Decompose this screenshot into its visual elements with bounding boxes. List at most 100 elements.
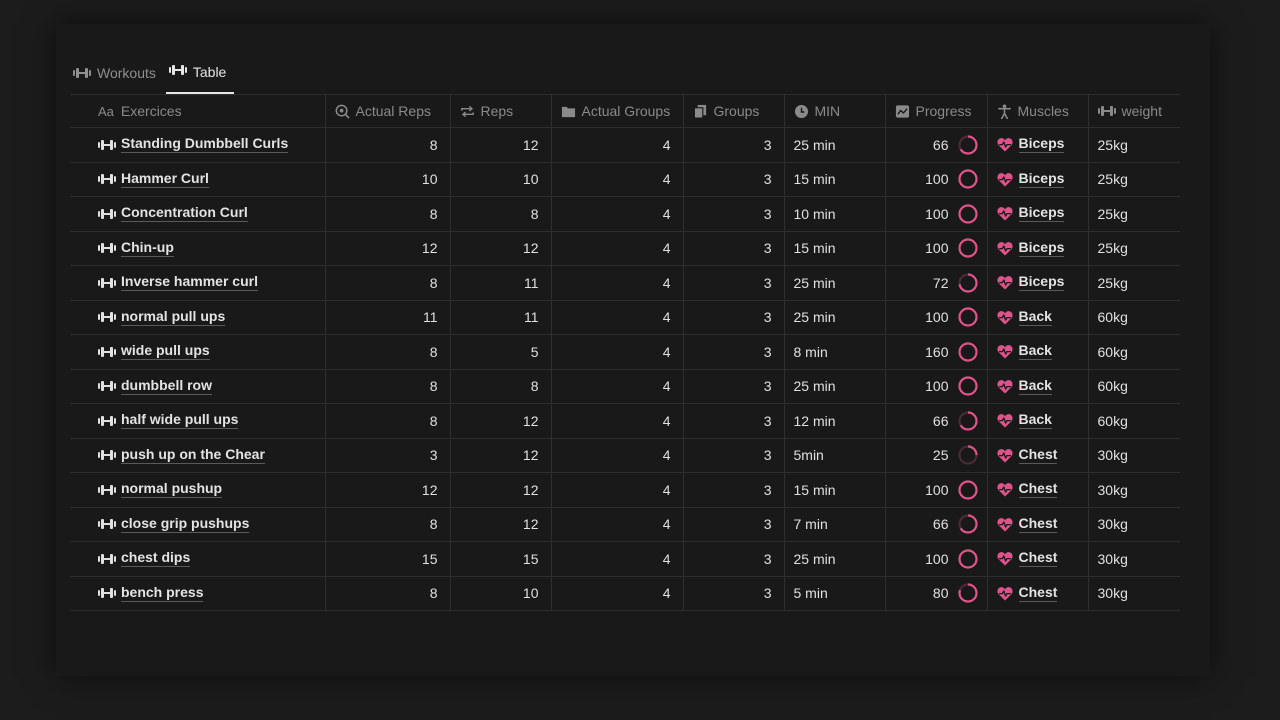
- exercise-name-cell[interactable]: bench press: [70, 576, 326, 611]
- tab-workouts[interactable]: Workouts: [70, 60, 164, 86]
- reps-cell[interactable]: 12: [450, 507, 552, 542]
- progress-cell[interactable]: 160: [885, 334, 988, 369]
- actual-reps-cell[interactable]: 12: [325, 231, 451, 266]
- muscles-cell[interactable]: Biceps: [987, 196, 1089, 231]
- column-header-exercices[interactable]: Aa Exercices: [70, 94, 326, 128]
- muscles-cell[interactable]: Biceps: [987, 231, 1089, 266]
- column-header-reps[interactable]: Reps: [450, 94, 552, 128]
- muscles-cell[interactable]: Chest: [987, 438, 1089, 473]
- progress-cell[interactable]: 80: [885, 576, 988, 611]
- table-row[interactable]: chest dips 15 15 4 3 25 min 100 Chest 30…: [70, 541, 1180, 576]
- muscles-cell[interactable]: Biceps: [987, 162, 1089, 197]
- weight-cell[interactable]: 30kg: [1097, 447, 1128, 464]
- exercise-name-cell[interactable]: close grip pushups: [70, 507, 326, 542]
- column-header-min[interactable]: MIN: [784, 94, 886, 128]
- muscle-link[interactable]: Biceps: [1018, 169, 1065, 188]
- exercise-name-cell[interactable]: Inverse hammer curl: [70, 265, 326, 300]
- column-header-actual-reps[interactable]: Actual Reps: [325, 94, 451, 128]
- exercise-name-cell[interactable]: dumbbell row: [70, 369, 326, 404]
- weight-cell[interactable]: 60kg: [1097, 343, 1128, 360]
- reps-cell[interactable]: 5: [450, 334, 552, 369]
- actual-reps-cell[interactable]: 8: [325, 369, 451, 404]
- actual-reps-cell[interactable]: 8: [325, 507, 451, 542]
- exercise-name-cell[interactable]: half wide pull ups: [70, 403, 326, 438]
- weight-cell[interactable]: 25kg: [1097, 171, 1128, 188]
- weight-cell[interactable]: 25kg: [1097, 205, 1128, 222]
- min-cell[interactable]: 5min: [784, 438, 886, 473]
- actual-groups-cell[interactable]: 4: [551, 541, 684, 576]
- exercise-name[interactable]: close grip pushups: [121, 514, 250, 533]
- exercise-name[interactable]: normal pull ups: [121, 307, 226, 326]
- exercise-name[interactable]: push up on the Chear: [121, 445, 265, 464]
- groups-cell[interactable]: 3: [683, 162, 785, 197]
- actual-reps-cell[interactable]: 12: [325, 472, 451, 507]
- table-row[interactable]: push up on the Chear 3 12 4 3 5min 25 Ch…: [70, 438, 1180, 473]
- table-row[interactable]: dumbbell row 8 8 4 3 25 min 100 Back 60k…: [70, 369, 1180, 404]
- min-cell[interactable]: 7 min: [784, 507, 886, 542]
- actual-reps-cell[interactable]: 3: [325, 438, 451, 473]
- reps-cell[interactable]: 8: [450, 369, 552, 404]
- muscles-cell[interactable]: Chest: [987, 541, 1089, 576]
- weight-cell[interactable]: 60kg: [1097, 378, 1128, 395]
- weight-cell[interactable]: 60kg: [1097, 309, 1128, 326]
- table-row[interactable]: Hammer Curl 10 10 4 3 15 min 100 Biceps …: [70, 162, 1180, 197]
- groups-cell[interactable]: 3: [683, 196, 785, 231]
- muscle-link[interactable]: Chest: [1018, 514, 1058, 533]
- min-cell[interactable]: 25 min: [784, 265, 886, 300]
- min-cell[interactable]: 25 min: [784, 541, 886, 576]
- min-cell[interactable]: 8 min: [784, 334, 886, 369]
- exercise-name-cell[interactable]: normal pushup: [70, 472, 326, 507]
- reps-cell[interactable]: 12: [450, 438, 552, 473]
- actual-groups-cell[interactable]: 4: [551, 472, 684, 507]
- table-row[interactable]: wide pull ups 8 5 4 3 8 min 160 Back 60k…: [70, 334, 1180, 369]
- weight-cell[interactable]: 25kg: [1097, 274, 1128, 291]
- reps-cell[interactable]: 12: [450, 403, 552, 438]
- weight-cell[interactable]: 30kg: [1097, 585, 1128, 602]
- actual-groups-cell[interactable]: 4: [551, 300, 684, 335]
- reps-cell[interactable]: 11: [450, 300, 552, 335]
- exercise-name[interactable]: bench press: [121, 583, 204, 602]
- reps-cell[interactable]: 12: [450, 472, 552, 507]
- groups-cell[interactable]: 3: [683, 127, 785, 162]
- exercise-name[interactable]: wide pull ups: [121, 342, 210, 361]
- table-row[interactable]: normal pushup 12 12 4 3 15 min 100 Chest…: [70, 472, 1180, 507]
- progress-cell[interactable]: 100: [885, 231, 988, 266]
- muscles-cell[interactable]: Back: [987, 369, 1089, 404]
- actual-reps-cell[interactable]: 11: [325, 300, 451, 335]
- actual-reps-cell[interactable]: 8: [325, 334, 451, 369]
- muscle-link[interactable]: Chest: [1018, 583, 1058, 602]
- progress-cell[interactable]: 100: [885, 196, 988, 231]
- actual-reps-cell[interactable]: 8: [325, 265, 451, 300]
- actual-groups-cell[interactable]: 4: [551, 127, 684, 162]
- muscles-cell[interactable]: Back: [987, 403, 1089, 438]
- column-header-progress[interactable]: Progress: [885, 94, 988, 128]
- weight-cell[interactable]: 25kg: [1097, 136, 1128, 153]
- weight-cell[interactable]: 30kg: [1097, 550, 1128, 567]
- actual-groups-cell[interactable]: 4: [551, 438, 684, 473]
- exercise-name-cell[interactable]: Standing Dumbbell Curls: [70, 127, 326, 162]
- min-cell[interactable]: 25 min: [784, 127, 886, 162]
- actual-groups-cell[interactable]: 4: [551, 162, 684, 197]
- actual-groups-cell[interactable]: 4: [551, 231, 684, 266]
- table-row[interactable]: normal pull ups 11 11 4 3 25 min 100 Bac…: [70, 300, 1180, 335]
- exercise-name[interactable]: Chin-up: [121, 238, 174, 257]
- muscle-link[interactable]: Chest: [1018, 549, 1058, 568]
- progress-cell[interactable]: 100: [885, 162, 988, 197]
- muscles-cell[interactable]: Biceps: [987, 265, 1089, 300]
- exercise-name-cell[interactable]: Hammer Curl: [70, 162, 326, 197]
- reps-cell[interactable]: 15: [450, 541, 552, 576]
- muscle-link[interactable]: Biceps: [1018, 135, 1065, 154]
- groups-cell[interactable]: 3: [683, 231, 785, 266]
- table-row[interactable]: bench press 8 10 4 3 5 min 80 Chest 30kg: [70, 576, 1180, 611]
- actual-reps-cell[interactable]: 8: [325, 576, 451, 611]
- table-row[interactable]: Concentration Curl 8 8 4 3 10 min 100 Bi…: [70, 196, 1180, 231]
- actual-groups-cell[interactable]: 4: [551, 507, 684, 542]
- exercise-name-cell[interactable]: Concentration Curl: [70, 196, 326, 231]
- min-cell[interactable]: 25 min: [784, 369, 886, 404]
- actual-groups-cell[interactable]: 4: [551, 403, 684, 438]
- min-cell[interactable]: 12 min: [784, 403, 886, 438]
- muscles-cell[interactable]: Biceps: [987, 127, 1089, 162]
- table-row[interactable]: Standing Dumbbell Curls 8 12 4 3 25 min …: [70, 127, 1180, 162]
- groups-cell[interactable]: 3: [683, 576, 785, 611]
- exercise-name-cell[interactable]: chest dips: [70, 541, 326, 576]
